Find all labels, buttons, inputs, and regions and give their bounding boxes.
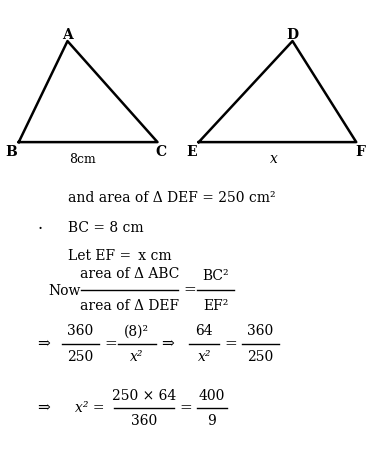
Text: A: A [62, 28, 73, 42]
Text: Now: Now [49, 284, 81, 298]
Text: =: = [184, 284, 196, 297]
Text: ·: · [38, 221, 43, 238]
Text: 9: 9 [207, 414, 216, 428]
Text: and area of Δ DEF = 250 cm²: and area of Δ DEF = 250 cm² [68, 190, 275, 205]
Text: 360: 360 [68, 324, 94, 338]
Text: 8cm: 8cm [69, 153, 96, 166]
Text: E: E [186, 144, 196, 158]
Text: ⇒: ⇒ [38, 337, 50, 351]
Text: 250: 250 [248, 350, 274, 364]
Text: x²: x² [198, 350, 211, 364]
Text: 250: 250 [68, 350, 94, 364]
Text: x² =: x² = [75, 401, 105, 415]
Text: (8)²: (8)² [124, 324, 149, 338]
Text: C: C [156, 144, 167, 158]
Text: 400: 400 [199, 389, 225, 403]
Text: area of Δ DEF: area of Δ DEF [80, 299, 179, 313]
Text: BC²: BC² [202, 269, 229, 283]
Text: =: = [224, 337, 237, 351]
Text: =: = [179, 401, 192, 415]
Text: 360: 360 [248, 324, 274, 338]
Text: x²: x² [130, 350, 144, 364]
Text: x: x [270, 153, 278, 166]
Text: B: B [5, 144, 17, 158]
Text: F: F [355, 144, 365, 158]
Text: ⇒: ⇒ [161, 337, 174, 351]
Text: BC = 8 cm: BC = 8 cm [68, 221, 143, 235]
Text: EF²: EF² [203, 299, 228, 313]
Text: D: D [286, 28, 298, 42]
Text: 250 × 64: 250 × 64 [112, 389, 177, 403]
Text: 64: 64 [196, 324, 213, 338]
Text: ⇒: ⇒ [38, 401, 50, 415]
Text: area of Δ ABC: area of Δ ABC [80, 267, 179, 281]
Text: 360: 360 [131, 414, 158, 428]
Text: =: = [104, 337, 117, 351]
Text: Let EF =  x cm: Let EF = x cm [68, 249, 171, 263]
